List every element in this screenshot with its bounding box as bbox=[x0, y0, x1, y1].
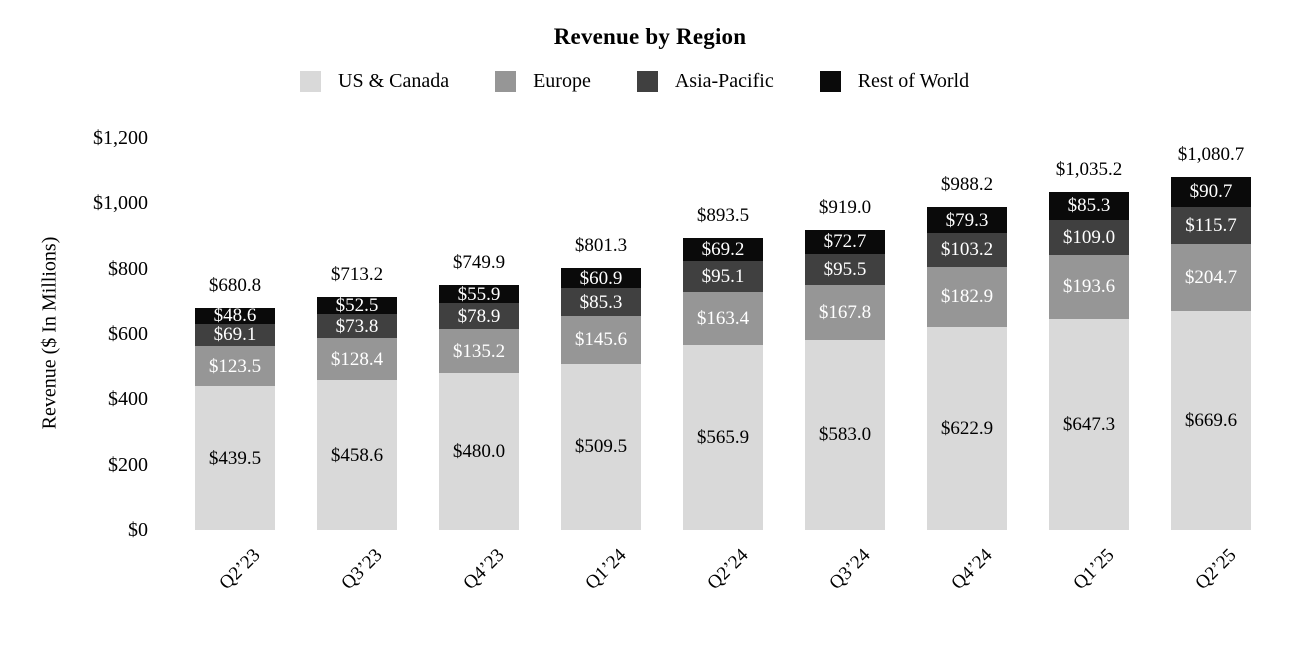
y-tick-label-1000: $1,000 bbox=[93, 192, 148, 215]
x-axis-label-q2-24: Q2’24 bbox=[703, 544, 753, 594]
x-axis-label-q2-23: Q2’23 bbox=[215, 544, 265, 594]
bar-total-label-q2-25: $1,080.7 bbox=[1177, 143, 1245, 165]
y-tick-label-800: $800 bbox=[108, 257, 148, 280]
bar-total-label-q2-23: $680.8 bbox=[208, 274, 262, 296]
bar-segment-europe-q3-24: $167.8 bbox=[805, 284, 885, 340]
bar-segment-europe-q1-25: $193.6 bbox=[1049, 255, 1129, 319]
bar-segment-europe-q4-23: $135.2 bbox=[439, 329, 519, 374]
y-tick-label-400: $400 bbox=[108, 388, 148, 411]
bar-segment-rest-of-world-q4-23: $55.9 bbox=[439, 284, 519, 304]
bar-segment-europe-q1-24: $145.6 bbox=[561, 316, 641, 364]
legend-swatch-asia-pacific bbox=[636, 71, 658, 92]
bar-total-label-q4-24: $988.2 bbox=[940, 174, 994, 196]
bar-segment-us-canada-q1-24: $509.5 bbox=[561, 363, 641, 530]
bar-segment-asia-pacific-q1-25: $109.0 bbox=[1049, 219, 1129, 256]
legend: US & Canada Europe Asia-Pacific Rest of Wor… bbox=[300, 70, 969, 93]
legend-label-us-canada: US & Canada bbox=[338, 70, 450, 92]
bar-segment-asia-pacific-q3-24: $95.5 bbox=[805, 253, 885, 285]
x-axis-label-q3-23: Q3’23 bbox=[337, 544, 387, 594]
legend-item-us-canada: US & Canada bbox=[300, 70, 449, 93]
x-axis-label-q1-25: Q1’25 bbox=[1069, 544, 1119, 594]
legend-item-asia-pacific: Asia-Pacific bbox=[636, 70, 774, 93]
chart-title: Revenue by Region bbox=[553, 24, 747, 49]
legend-label-asia-pacific: Asia-Pacific bbox=[674, 70, 774, 92]
legend-swatch-rest-of-world bbox=[819, 71, 841, 92]
bar-segment-asia-pacific-q4-24: $103.2 bbox=[927, 233, 1007, 267]
bar-segment-us-canada-q3-23: $458.6 bbox=[317, 380, 397, 530]
bar-total-label-q2-24: $893.5 bbox=[696, 205, 750, 227]
bar-segment-us-canada-q2-25: $669.6 bbox=[1171, 311, 1251, 530]
revenue-by-region-chart: Revenue by Region US & Canada Europe Asia-… bbox=[38, 24, 1251, 594]
bar-segment-europe-q4-24: $182.9 bbox=[927, 266, 1007, 327]
bar-segment-asia-pacific-q2-24: $95.1 bbox=[683, 260, 763, 292]
bar-segment-us-canada-q4-23: $480.0 bbox=[439, 373, 519, 530]
bar-segment-europe-q2-25: $204.7 bbox=[1171, 244, 1251, 312]
bar-segment-rest-of-world-q2-23: $48.6 bbox=[195, 306, 275, 325]
bar-segment-us-canada-q2-23: $439.5 bbox=[195, 386, 275, 530]
y-tick-label-1200: $1,200 bbox=[93, 127, 148, 149]
bar-segment-us-canada-q2-24: $565.9 bbox=[683, 345, 763, 530]
bar-segment-asia-pacific-q3-23: $73.8 bbox=[317, 314, 397, 339]
bar-segment-asia-pacific-q2-25: $115.7 bbox=[1171, 206, 1251, 245]
bar-segment-asia-pacific-q2-23: $69.1 bbox=[195, 323, 275, 347]
bar-segment-us-canada-q1-25: $647.3 bbox=[1049, 318, 1129, 530]
bar-total-label-q4-23: $749.9 bbox=[452, 252, 506, 273]
bar-segment-us-canada-q3-24: $583.0 bbox=[805, 339, 885, 530]
y-tick-label-600: $600 bbox=[108, 323, 148, 345]
bar-segment-rest-of-world-q1-25: $85.3 bbox=[1049, 191, 1129, 220]
x-axis-label-q4-23: Q4’23 bbox=[459, 544, 509, 594]
bar-segment-rest-of-world-q2-24: $69.2 bbox=[683, 238, 763, 261]
bar-segment-rest-of-world-q3-24: $72.7 bbox=[805, 229, 885, 254]
bar-segment-rest-of-world-q2-25: $90.7 bbox=[1171, 176, 1251, 207]
legend-item-europe: Europe bbox=[495, 70, 591, 93]
bar-segment-europe-q2-23: $123.5 bbox=[195, 346, 275, 387]
bar-segment-asia-pacific-q4-23: $78.9 bbox=[439, 303, 519, 330]
y-tick-label-0: $0 bbox=[128, 519, 148, 541]
y-tick-label-200: $200 bbox=[108, 453, 148, 476]
x-axis-label-q3-24: Q3’24 bbox=[825, 544, 875, 594]
bar-segment-rest-of-world-q3-23: $52.5 bbox=[317, 296, 397, 315]
bar-segment-rest-of-world-q1-24: $60.9 bbox=[561, 268, 641, 289]
bar-segment-us-canada-q4-24: $622.9 bbox=[927, 326, 1007, 530]
legend-item-rest-of-world: Rest of World bbox=[819, 70, 970, 93]
bar-segment-europe-q2-24: $163.4 bbox=[683, 291, 763, 346]
bar-segment-rest-of-world-q4-24: $79.3 bbox=[927, 207, 1007, 234]
bar-total-label-q1-24: $801.3 bbox=[574, 235, 628, 257]
x-axis-label-q2-25: Q2’25 bbox=[1191, 544, 1241, 594]
x-axis-label-q1-24: Q1’24 bbox=[581, 544, 631, 594]
bar-segment-asia-pacific-q1-24: $85.3 bbox=[561, 288, 641, 316]
bar-total-label-q3-23: $713.2 bbox=[330, 263, 384, 285]
bar-total-label-q1-25: $1,035.2 bbox=[1055, 158, 1123, 180]
legend-label-europe: Europe bbox=[533, 70, 591, 92]
bar-segment-europe-q3-23: $128.4 bbox=[317, 338, 397, 381]
legend-label-rest-of-world: Rest of World bbox=[857, 70, 970, 92]
legend-swatch-us-canada bbox=[300, 71, 321, 92]
x-axis-label-q4-24: Q4’24 bbox=[947, 544, 997, 594]
bar-total-label-q3-24: $919.0 bbox=[818, 196, 872, 218]
legend-swatch-europe bbox=[495, 71, 517, 92]
